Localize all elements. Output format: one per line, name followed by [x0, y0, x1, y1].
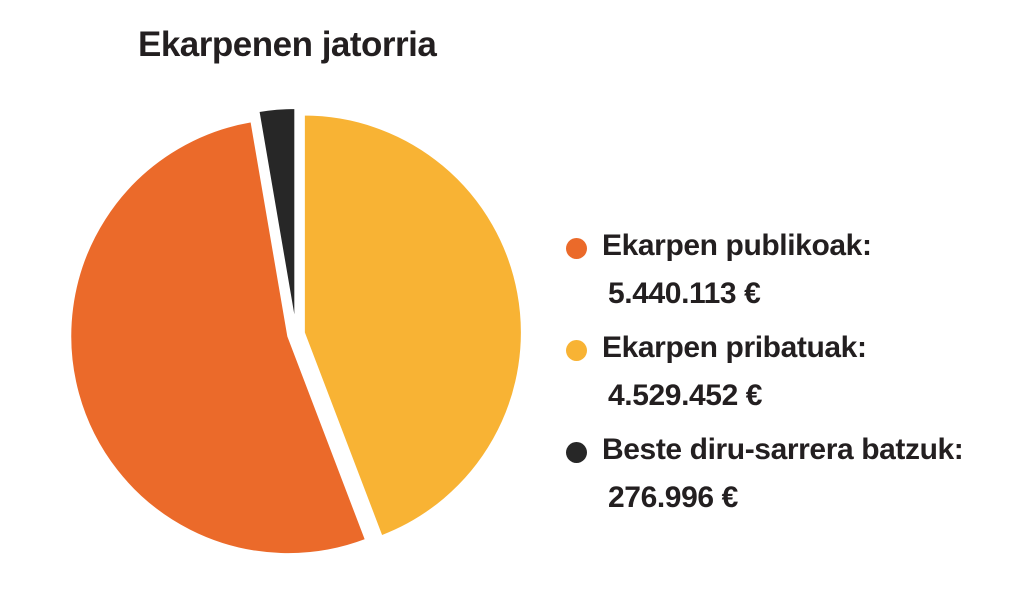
- legend-item-pribatuak: Ekarpen pribatuak: 4.529.452 €: [566, 328, 963, 430]
- legend-marker: [566, 340, 587, 361]
- legend-label: Beste diru-sarrera batzuk:: [602, 433, 964, 466]
- chart-title: Ekarpenen jatorria: [138, 25, 437, 64]
- pie-chart: [69, 107, 523, 556]
- legend-item-beste: Beste diru-sarrera batzuk: 276.996 €: [566, 430, 964, 532]
- legend-label: Ekarpen publikoak:: [602, 229, 872, 262]
- legend: Ekarpen publikoak: 5.440.113 € Ekarpen pri…: [566, 226, 964, 532]
- legend-label: Ekarpen pribatuak:: [602, 331, 867, 364]
- pie-slice-publikoak: [69, 120, 368, 556]
- legend-marker: [566, 442, 587, 463]
- pie-slice-pribatuak: [302, 113, 523, 538]
- legend-value: 5.440.113 €: [608, 277, 761, 310]
- legend-marker: [566, 238, 587, 259]
- legend-item-publikoak: Ekarpen publikoak: 5.440.113 €: [566, 226, 963, 328]
- legend-value: 276.996 €: [608, 481, 738, 514]
- legend-value: 4.529.452 €: [608, 379, 763, 412]
- pie-slice-beste: [257, 107, 297, 327]
